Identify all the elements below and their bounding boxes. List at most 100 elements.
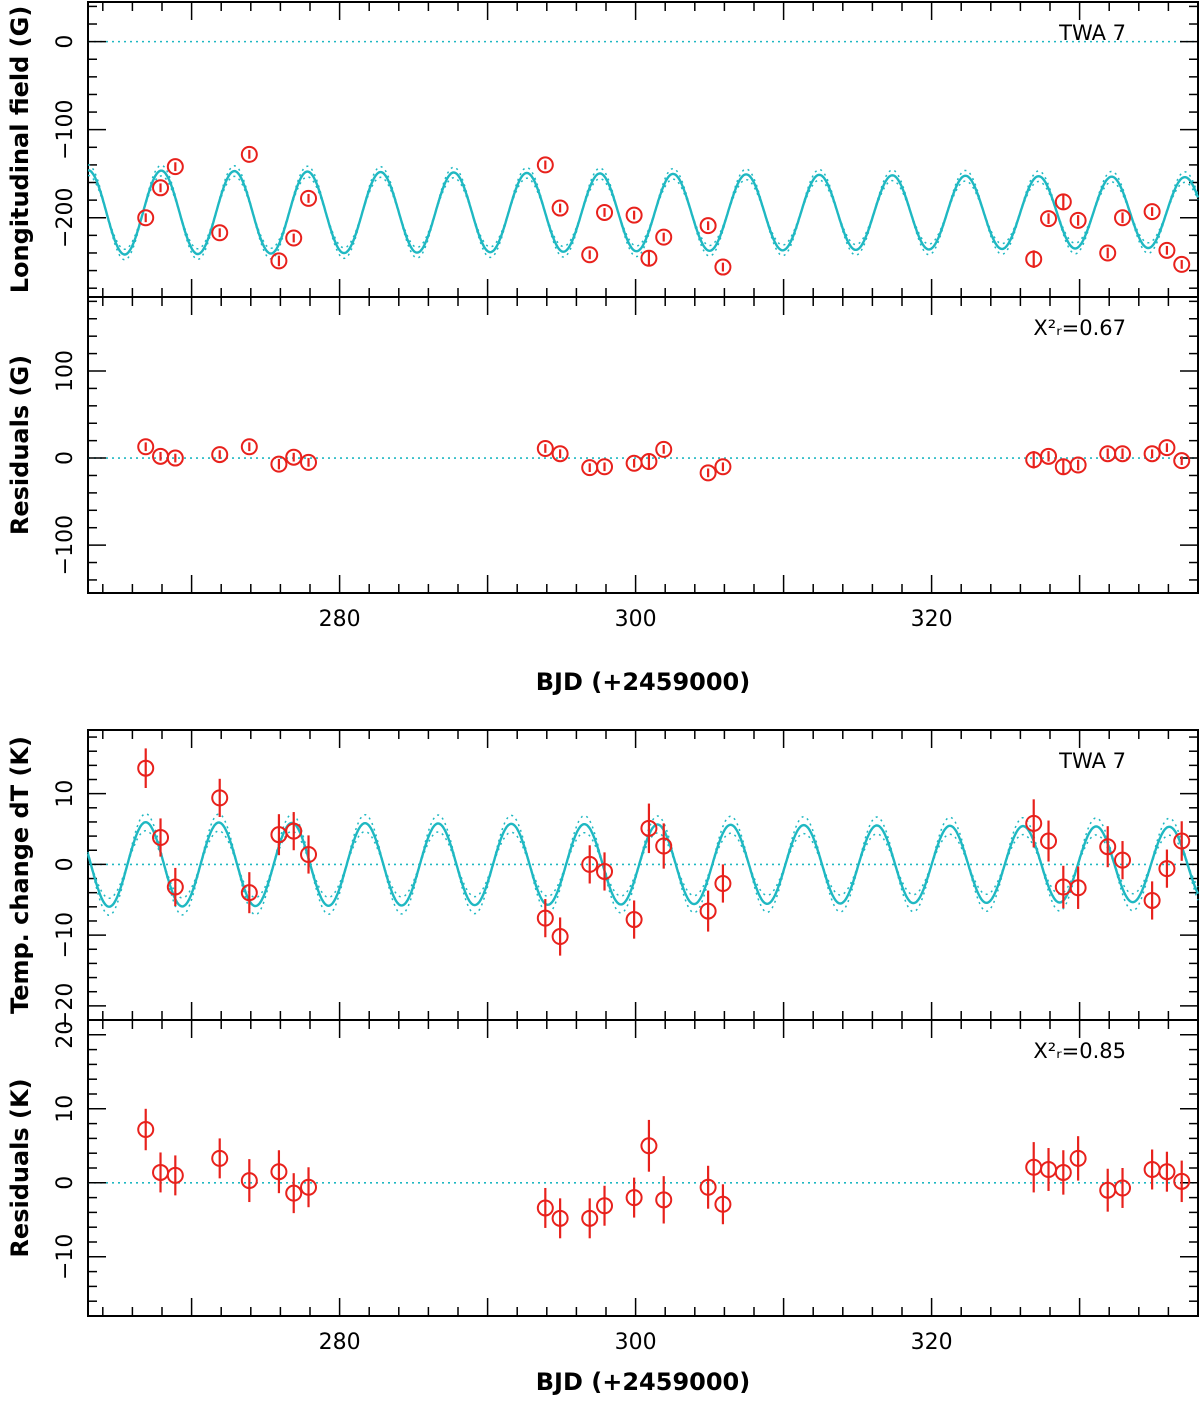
data-point	[1054, 1163, 1072, 1181]
data-point	[166, 878, 184, 896]
data-point	[285, 822, 303, 840]
data-point	[551, 1209, 569, 1227]
x-axis-label: BJD (+2459000)	[536, 1368, 750, 1396]
data-point	[137, 209, 155, 227]
data-point	[536, 1199, 554, 1217]
data-point	[300, 845, 318, 863]
data-point	[596, 862, 614, 880]
data-point	[1069, 879, 1087, 897]
data-point	[270, 1163, 288, 1181]
y-tick-label: 100	[53, 350, 78, 392]
data-point	[625, 1189, 643, 1207]
data-point	[581, 855, 599, 873]
data-point	[137, 1121, 155, 1139]
y-tick-label: 0	[53, 1176, 78, 1190]
data-point	[536, 156, 554, 174]
data-point	[655, 837, 673, 855]
data-point	[655, 440, 673, 458]
panel-annotation: TWA 7	[1058, 21, 1126, 45]
model-lower-band	[88, 174, 1199, 250]
data-point	[551, 199, 569, 217]
y-tick-label: −20	[53, 983, 78, 1029]
data-point	[240, 438, 258, 456]
x-tick-label: 280	[319, 607, 361, 632]
data-point	[211, 789, 229, 807]
y-tick-label: −10	[53, 912, 78, 958]
data-point	[1173, 255, 1191, 273]
data-point	[1054, 193, 1072, 211]
data-point	[211, 1149, 229, 1167]
data-point	[240, 884, 258, 902]
data-point	[640, 819, 658, 837]
panel-annotation: X²ᵣ=0.67	[1033, 316, 1126, 340]
x-tick-label: 280	[319, 1330, 361, 1355]
data-point	[166, 1166, 184, 1184]
data-point	[1143, 203, 1161, 221]
y-tick-label: −100	[53, 99, 78, 159]
data-point	[1173, 452, 1191, 470]
data-point	[166, 158, 184, 176]
data-point	[1069, 456, 1087, 474]
plot-frame	[87, 296, 1199, 594]
field-residuals-panel: 280 300 320 100 0 −100 Residuals (G) BJD (+2459…	[6, 296, 1199, 696]
x-tick-label: 320	[911, 607, 953, 632]
data-point	[699, 217, 717, 235]
data-point	[1025, 814, 1043, 832]
panel-annotation: TWA 7	[1058, 749, 1126, 773]
data-point	[714, 874, 732, 892]
data-point	[300, 189, 318, 207]
data-point	[1040, 447, 1058, 465]
data-point	[211, 446, 229, 464]
plot-frame	[87, 1019, 1199, 1317]
y-axis-label: Longitudinal field (G)	[6, 6, 34, 294]
model-curve	[86, 820, 1200, 908]
data-point	[655, 1191, 673, 1209]
model-curve	[87, 169, 1200, 256]
y-tick-label: 20	[53, 1021, 78, 1049]
field-panel: 0 −100 −200 Longitudinal field (G) TWA 7	[6, 1, 1200, 298]
y-axis-label: Residuals (K)	[6, 1078, 34, 1257]
data-point	[1173, 1172, 1191, 1190]
data-point	[1114, 209, 1132, 227]
data-point	[1158, 860, 1176, 878]
y-tick-label: 10	[53, 780, 78, 808]
data-point	[285, 229, 303, 247]
data-point	[581, 246, 599, 264]
data-point	[1158, 1163, 1176, 1181]
data-point	[270, 455, 288, 473]
data-point	[300, 1178, 318, 1196]
data-point	[270, 252, 288, 270]
data-point	[1158, 439, 1176, 457]
data-point	[655, 228, 673, 246]
data-point	[285, 1184, 303, 1202]
data-point	[152, 829, 170, 847]
data-point	[699, 902, 717, 920]
y-axis-label: Temp. change dT (K)	[6, 736, 34, 1014]
data-point	[714, 458, 732, 476]
data-point	[596, 203, 614, 221]
data-point	[1099, 244, 1117, 262]
y-axis-label: Residuals (G)	[6, 355, 34, 535]
data-point	[1114, 1179, 1132, 1197]
data-point	[1040, 210, 1058, 228]
data-point	[1114, 445, 1132, 463]
y-tick-label: −100	[53, 515, 78, 575]
data-point	[1025, 250, 1043, 268]
data-point	[1158, 241, 1176, 259]
x-axis-label: BJD (+2459000)	[536, 668, 750, 696]
data-point	[551, 445, 569, 463]
data-point	[596, 458, 614, 476]
data-point	[640, 1137, 658, 1155]
temperature-residuals-panel: 280 300 320 20 10 0 −10 Residuals (K) BJD (+2459…	[6, 1019, 1199, 1396]
plot-frame	[87, 729, 1199, 1021]
panel-annotation: X²ᵣ=0.85	[1033, 1039, 1126, 1063]
data-point	[625, 911, 643, 929]
y-tick-label: −200	[53, 188, 78, 248]
data-point	[211, 224, 229, 242]
y-tick-label: 10	[53, 1095, 78, 1123]
data-point	[699, 464, 717, 482]
data-point	[152, 179, 170, 197]
data-point	[1040, 832, 1058, 850]
data-point	[714, 258, 732, 276]
